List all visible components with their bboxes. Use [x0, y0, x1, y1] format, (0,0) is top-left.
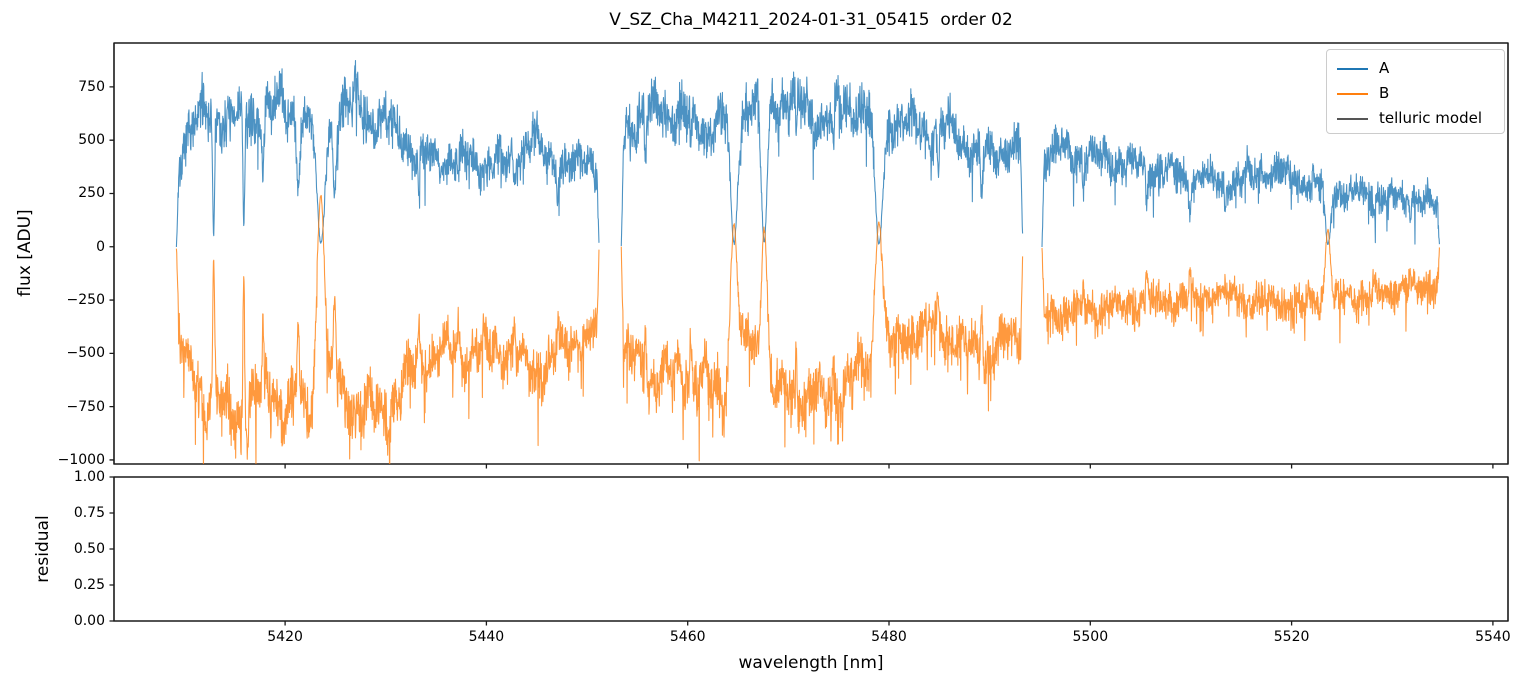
x-tick-label: 5520: [1273, 629, 1310, 645]
x-tick-label: 5500: [1072, 629, 1109, 645]
residual-y-tick-label: 0.50: [73, 541, 105, 557]
legend-label-b: B: [1379, 84, 1390, 102]
x-tick-label: 5440: [468, 629, 505, 645]
legend-label-telluric: telluric model: [1379, 109, 1483, 127]
main-y-tick-label: −500: [66, 345, 105, 362]
legend: A B telluric model: [1326, 49, 1505, 134]
legend-entry-telluric: telluric model: [1337, 106, 1504, 131]
main-y-tick-label: −1000: [57, 451, 105, 468]
legend-entry-a: A: [1337, 56, 1504, 81]
legend-label-a: A: [1379, 59, 1390, 77]
main-y-tick-label: 0: [96, 238, 105, 255]
main-y-tick-label: −250: [66, 292, 105, 309]
residual-y-tick-label: 0.25: [73, 577, 105, 593]
main-y-tick-label: 250: [78, 185, 105, 202]
main-y-tick-label: 500: [78, 132, 105, 149]
main-y-axis-label: flux [ADU]: [15, 209, 35, 297]
residual-y-tick-label: 1.00: [73, 469, 105, 485]
legend-line-sample-telluric: [1337, 117, 1368, 120]
x-tick-label: 5480: [871, 629, 907, 645]
x-tick-label: 5460: [669, 629, 706, 645]
legend-line-sample-a: [1337, 67, 1368, 70]
residual-y-tick-label: 0.00: [73, 613, 105, 629]
main-y-tick-label: −750: [66, 398, 105, 415]
main-y-tick-label: 750: [78, 78, 105, 95]
residual-y-tick-label: 0.75: [73, 505, 105, 521]
legend-line-sample-b: [1337, 92, 1368, 95]
plot-title: V_SZ_Cha_M4211_2024-01-31_05415 order 02: [609, 10, 1013, 30]
x-tick-label: 5540: [1475, 629, 1511, 645]
x-tick-label: 5420: [267, 629, 303, 645]
legend-entry-b: B: [1337, 81, 1504, 106]
x-axis-label: wavelength [nm]: [738, 653, 884, 673]
